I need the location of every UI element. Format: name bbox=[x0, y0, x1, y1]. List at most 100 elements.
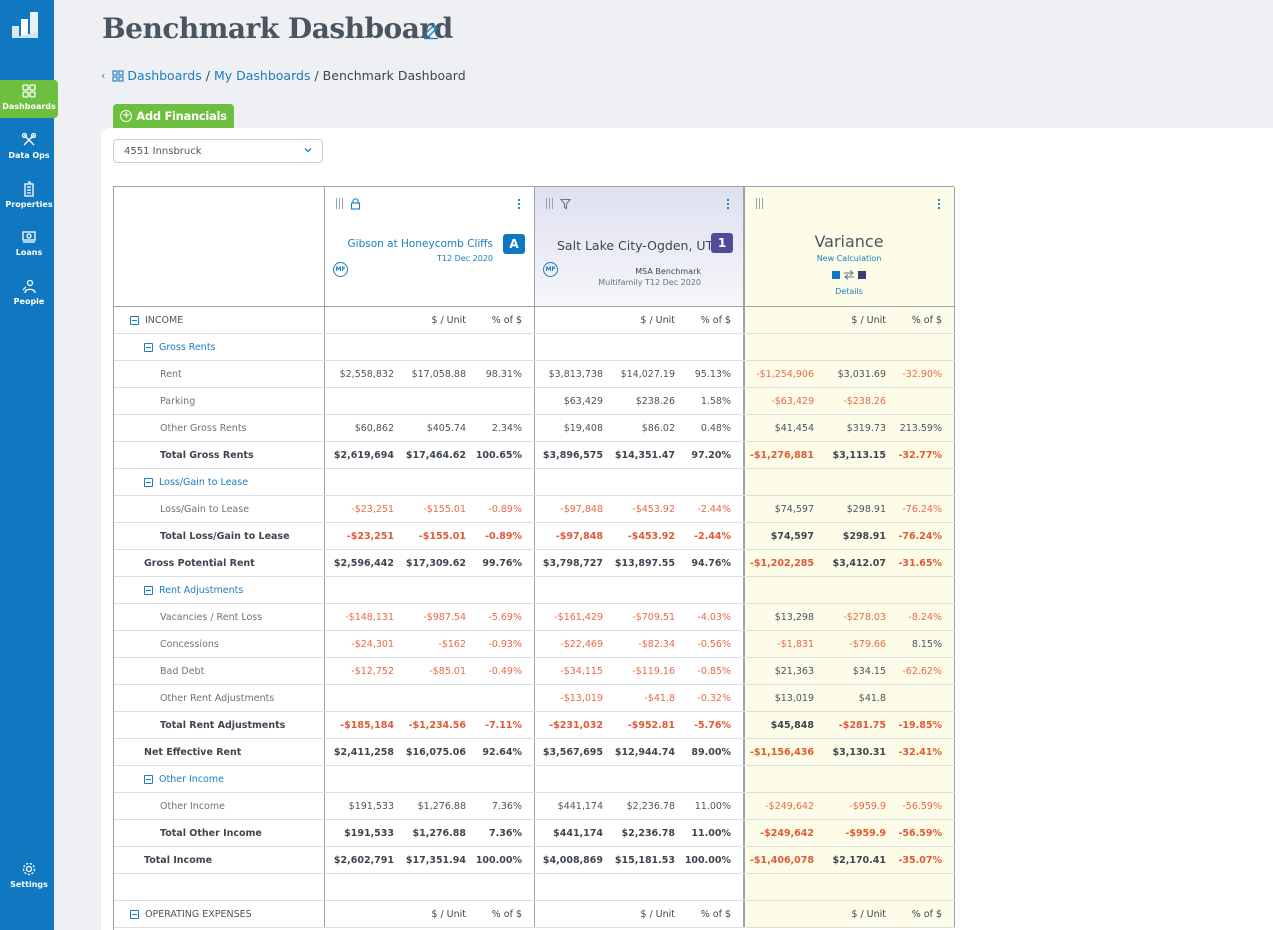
new-calculation-link[interactable]: New Calculation bbox=[816, 254, 882, 263]
benchmark-name: Salt Lake City-Ogden, UT bbox=[557, 238, 714, 253]
add-financials-button[interactable]: + Add Financials bbox=[113, 104, 234, 128]
collapse-toggle-icon[interactable] bbox=[130, 315, 139, 325]
value-cell: % of $ bbox=[491, 908, 522, 920]
value-cell: -$1,254,906 bbox=[756, 368, 814, 380]
row-label-text[interactable]: Other Income bbox=[159, 773, 224, 785]
value-cell: $14,027.19 bbox=[620, 368, 675, 380]
column-a-cells bbox=[325, 577, 535, 603]
property-select[interactable]: 4551 Innsbruck bbox=[113, 139, 323, 163]
value-cell: $2,170.41 bbox=[832, 854, 887, 866]
table-row: Loss/Gain to Lease -$23,251 -$155.01 -0.89%… bbox=[114, 496, 955, 523]
breadcrumb-separator: / bbox=[205, 68, 210, 83]
breadcrumb-link-my-dashboards[interactable]: My Dashboards bbox=[213, 68, 311, 83]
table-row bbox=[114, 874, 955, 901]
nav-label: People bbox=[13, 297, 45, 306]
value-cell: -0.32% bbox=[697, 692, 731, 704]
row-label: Total Income bbox=[114, 847, 325, 873]
collapse-toggle-icon[interactable] bbox=[130, 909, 139, 919]
column-b-cells bbox=[535, 469, 745, 495]
value-cell: $1,276.88 bbox=[417, 800, 466, 812]
value-cell: -56.59% bbox=[898, 827, 942, 839]
nav-people[interactable]: People bbox=[0, 275, 58, 313]
back-chevron-icon[interactable]: ‹ bbox=[101, 69, 106, 82]
row-label: Loss/Gain to Lease bbox=[114, 496, 325, 522]
value-cell: -$155.01 bbox=[423, 503, 466, 515]
column-a-cells: $191,533 $1,276.88 7.36% bbox=[325, 820, 535, 846]
table-row: Loss/Gain to Lease bbox=[114, 469, 955, 496]
row-label-text[interactable]: Loss/Gain to Lease bbox=[159, 476, 249, 488]
column-a-cells: $2,558,832 $17,058.88 98.31% bbox=[325, 361, 535, 387]
value-cell: 11.00% bbox=[694, 800, 731, 812]
collapse-toggle-icon[interactable] bbox=[144, 477, 153, 487]
table-row: Total Other Income $191,533 $1,276.88 7.36%… bbox=[114, 820, 955, 847]
row-label-text[interactable]: Gross Rents bbox=[159, 341, 216, 353]
value-cell: $ / Unit bbox=[431, 908, 466, 920]
value-cell: -0.89% bbox=[488, 503, 522, 515]
more-options-icon[interactable] bbox=[725, 198, 731, 210]
value-cell: 7.36% bbox=[489, 827, 522, 839]
nav-settings[interactable]: Settings bbox=[0, 858, 58, 896]
property-period: T12 Dec 2020 bbox=[437, 254, 493, 263]
value-cell: $ / Unit bbox=[851, 908, 886, 920]
row-label-text: Bad Debt bbox=[160, 665, 205, 677]
more-options-icon[interactable] bbox=[516, 198, 522, 210]
table-row: Other Income bbox=[114, 766, 955, 793]
nav-dashboards[interactable]: Dashboards bbox=[0, 80, 58, 118]
breadcrumb-link-dashboards[interactable]: Dashboards bbox=[127, 68, 202, 83]
drag-handle-icon[interactable] bbox=[755, 198, 764, 209]
collapse-toggle-icon[interactable] bbox=[144, 342, 153, 352]
value-cell: 97.20% bbox=[691, 449, 731, 461]
value-cell: -0.49% bbox=[488, 665, 522, 677]
value-cell: $60,862 bbox=[354, 422, 394, 434]
column-b-cells bbox=[535, 334, 745, 360]
value-cell: $13,298 bbox=[774, 611, 814, 623]
nav-properties[interactable]: Properties bbox=[0, 178, 58, 216]
drag-handle-icon[interactable] bbox=[545, 198, 554, 209]
column-a-cells: $ / Unit % of $ bbox=[325, 307, 535, 333]
nav-loans[interactable]: Loans bbox=[0, 226, 58, 264]
variance-details-link[interactable]: Details bbox=[835, 287, 863, 296]
more-options-icon[interactable] bbox=[936, 198, 942, 210]
value-cell: 94.76% bbox=[691, 557, 731, 569]
plus-circle-icon: + bbox=[120, 110, 133, 122]
value-cell: -$1,406,078 bbox=[749, 854, 814, 866]
value-cell: -35.07% bbox=[898, 854, 942, 866]
value-cell: -$249,642 bbox=[765, 800, 814, 812]
value-cell: $14,351.47 bbox=[614, 449, 675, 461]
value-cell: -$13,019 bbox=[560, 692, 603, 704]
value-cell: 213.59% bbox=[899, 422, 942, 434]
swap-columns-icon[interactable] bbox=[831, 269, 867, 281]
value-cell: -31.65% bbox=[898, 557, 942, 569]
collapse-toggle-icon[interactable] bbox=[144, 585, 153, 595]
value-cell: -$709.51 bbox=[632, 611, 675, 623]
column-v-cells bbox=[745, 874, 955, 900]
value-cell: -$952.81 bbox=[627, 719, 675, 731]
row-label: Other Income bbox=[114, 793, 325, 819]
row-label-text: Total Loss/Gain to Lease bbox=[160, 530, 290, 542]
column-b-cells: -$161,429 -$709.51 -4.03% bbox=[535, 604, 745, 630]
nav-label: Loans bbox=[15, 248, 43, 257]
app-logo-icon[interactable] bbox=[11, 10, 41, 40]
lock-icon[interactable] bbox=[350, 198, 361, 210]
column-b-cells: $441,174 $2,236.78 11.00% bbox=[535, 820, 745, 846]
value-cell: -0.93% bbox=[488, 638, 522, 650]
column-a-cells: -$23,251 -$155.01 -0.89% bbox=[325, 496, 535, 522]
nav-data-ops[interactable]: Data Ops bbox=[0, 129, 58, 167]
value-cell: $17,464.62 bbox=[405, 449, 466, 461]
row-label-text[interactable]: Rent Adjustments bbox=[159, 584, 244, 596]
value-cell: $15,181.53 bbox=[614, 854, 675, 866]
drag-handle-icon[interactable] bbox=[335, 198, 344, 209]
column-a-cells bbox=[325, 685, 535, 711]
filter-icon[interactable] bbox=[560, 198, 571, 210]
column-b-cells: $19,408 $86.02 0.48% bbox=[535, 415, 745, 441]
value-cell: -56.59% bbox=[902, 800, 942, 812]
column-b-cells: -$22,469 -$82.34 -0.56% bbox=[535, 631, 745, 657]
property-name[interactable]: Gibson at Honeycomb Cliffs bbox=[347, 238, 493, 250]
column-v-cells: $74,597 $298.91 -76.24% bbox=[745, 496, 955, 522]
collapse-toggle-icon[interactable] bbox=[144, 774, 153, 784]
edit-pencil-icon[interactable] bbox=[422, 22, 440, 40]
value-cell: -5.69% bbox=[488, 611, 522, 623]
column-a-cells: -$12,752 -$85.01 -0.49% bbox=[325, 658, 535, 684]
page-title: Benchmark Dashboard bbox=[102, 12, 453, 45]
row-label: Rent Adjustments bbox=[114, 577, 325, 603]
